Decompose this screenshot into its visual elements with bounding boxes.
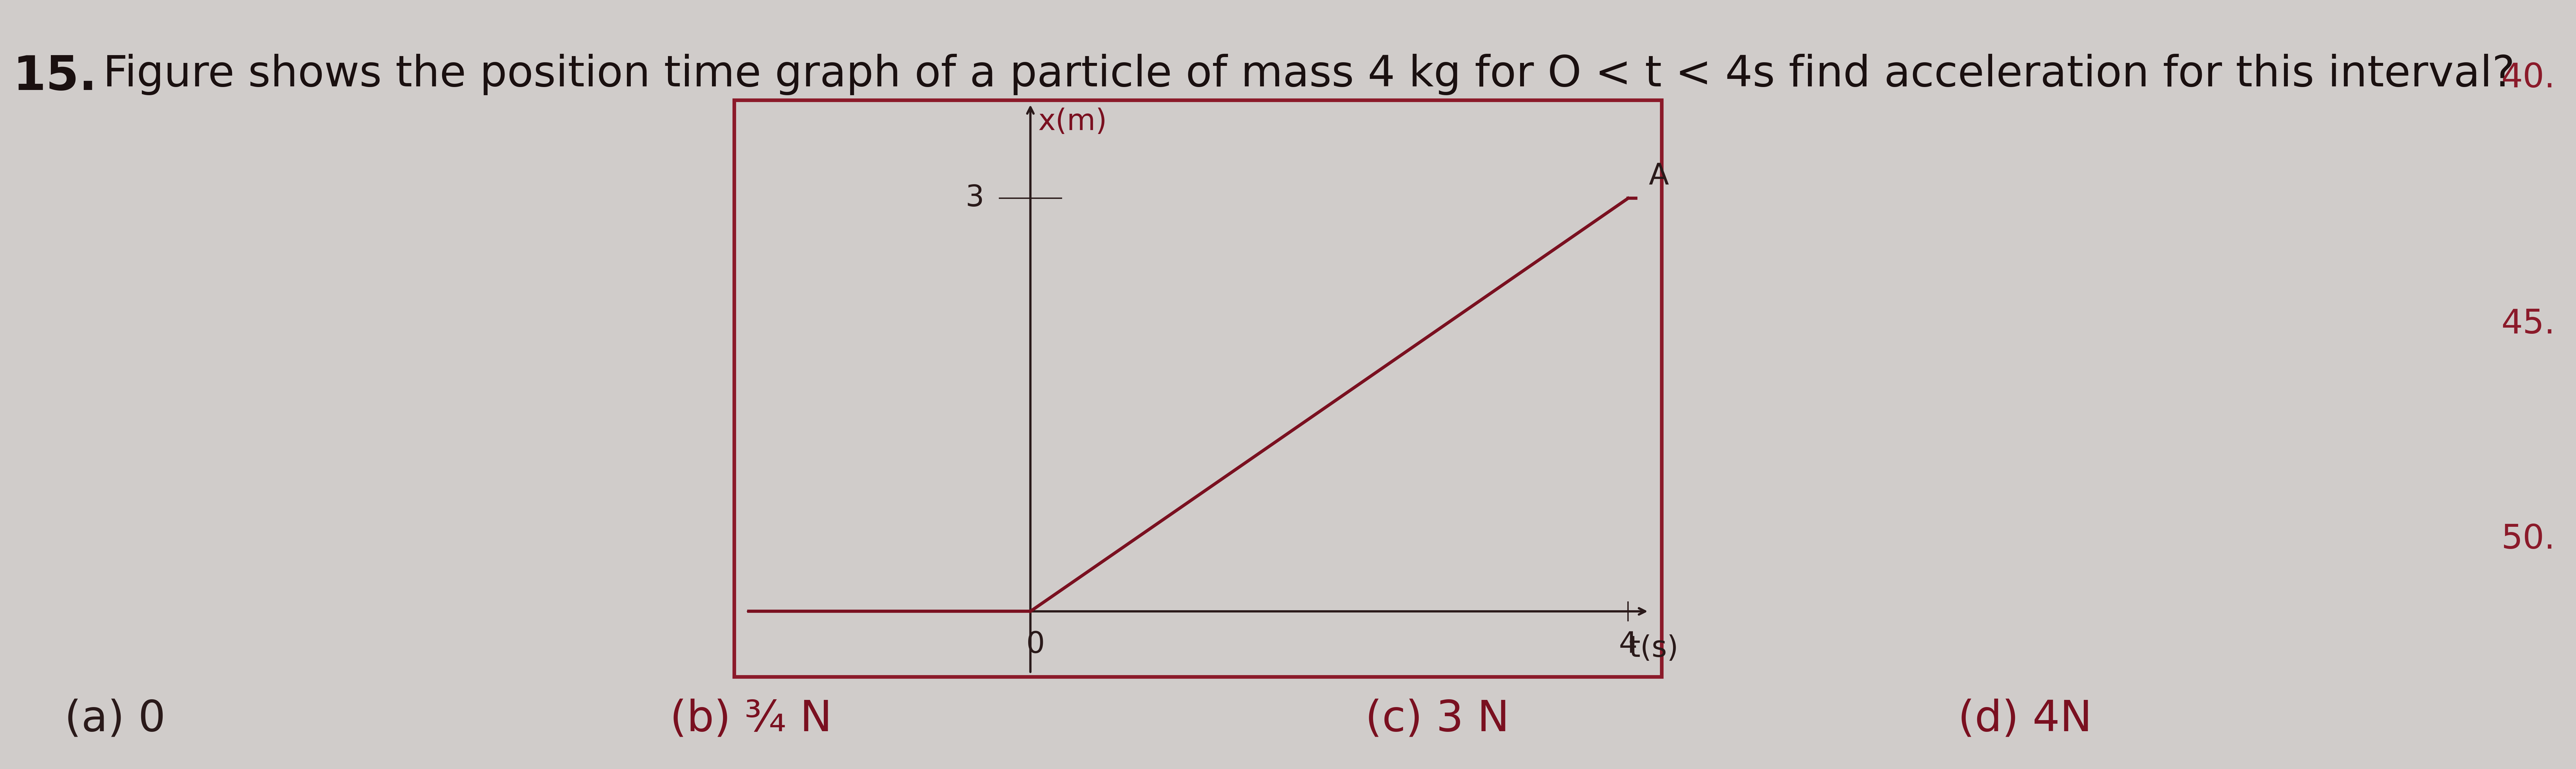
- Text: 40.: 40.: [2501, 62, 2555, 95]
- Text: 50.: 50.: [2501, 523, 2555, 556]
- Text: (b) ¾ N: (b) ¾ N: [670, 698, 832, 740]
- Text: Figure shows the position time graph of a particle of mass 4 kg for O < t < 4s f: Figure shows the position time graph of …: [103, 54, 2514, 95]
- Text: A: A: [1649, 162, 1669, 191]
- Text: (d) 4N: (d) 4N: [1958, 698, 2092, 740]
- Text: x(m): x(m): [1038, 108, 1108, 136]
- Text: 3: 3: [966, 184, 984, 213]
- Text: 4: 4: [1618, 631, 1638, 659]
- Text: 0: 0: [1025, 631, 1046, 659]
- Bar: [734, 100, 1662, 677]
- Text: 45.: 45.: [2501, 308, 2555, 341]
- Text: (a) 0: (a) 0: [64, 698, 165, 740]
- Text: 15.: 15.: [13, 54, 98, 100]
- Text: t(s): t(s): [1628, 634, 1680, 663]
- Text: (c) 3 N: (c) 3 N: [1365, 698, 1510, 740]
